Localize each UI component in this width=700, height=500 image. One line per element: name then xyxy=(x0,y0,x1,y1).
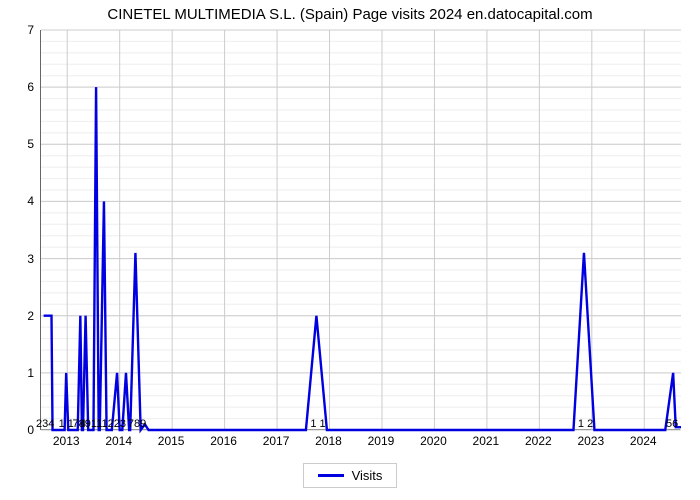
data-point-label: 789111223 xyxy=(73,418,126,430)
x-tick-label: 2024 xyxy=(630,434,657,448)
x-tick-label: 2014 xyxy=(105,434,132,448)
y-tick-label: 4 xyxy=(6,194,34,208)
plot-area xyxy=(40,30,680,430)
legend-label: Visits xyxy=(352,468,383,483)
data-point-label: 1 1 xyxy=(310,418,325,430)
x-tick-label: 2021 xyxy=(473,434,500,448)
x-tick-label: 2018 xyxy=(315,434,342,448)
y-tick-label: 7 xyxy=(6,23,34,37)
x-tick-label: 2022 xyxy=(525,434,552,448)
chart-container: CINETEL MULTIMEDIA S.L. (Spain) Page vis… xyxy=(0,0,700,500)
x-tick-label: 2013 xyxy=(53,434,80,448)
x-tick-label: 2019 xyxy=(368,434,395,448)
x-tick-label: 2020 xyxy=(420,434,447,448)
y-tick-label: 0 xyxy=(6,423,34,437)
y-tick-label: 1 xyxy=(6,366,34,380)
x-tick-label: 2017 xyxy=(263,434,290,448)
y-tick-label: 5 xyxy=(6,137,34,151)
x-tick-label: 2015 xyxy=(158,434,185,448)
x-tick-label: 2016 xyxy=(210,434,237,448)
data-point-label: 56 xyxy=(666,418,678,430)
data-point-label: 1 2 xyxy=(578,418,593,430)
legend-swatch xyxy=(318,474,344,477)
chart-title: CINETEL MULTIMEDIA S.L. (Spain) Page vis… xyxy=(0,6,700,23)
data-point-label: 234 xyxy=(36,418,54,430)
x-tick-label: 2023 xyxy=(577,434,604,448)
y-tick-label: 6 xyxy=(6,80,34,94)
legend: Visits xyxy=(0,463,700,488)
y-tick-label: 2 xyxy=(6,309,34,323)
series-line xyxy=(41,30,681,430)
y-tick-label: 3 xyxy=(6,252,34,266)
data-point-label: 789 xyxy=(128,418,146,430)
